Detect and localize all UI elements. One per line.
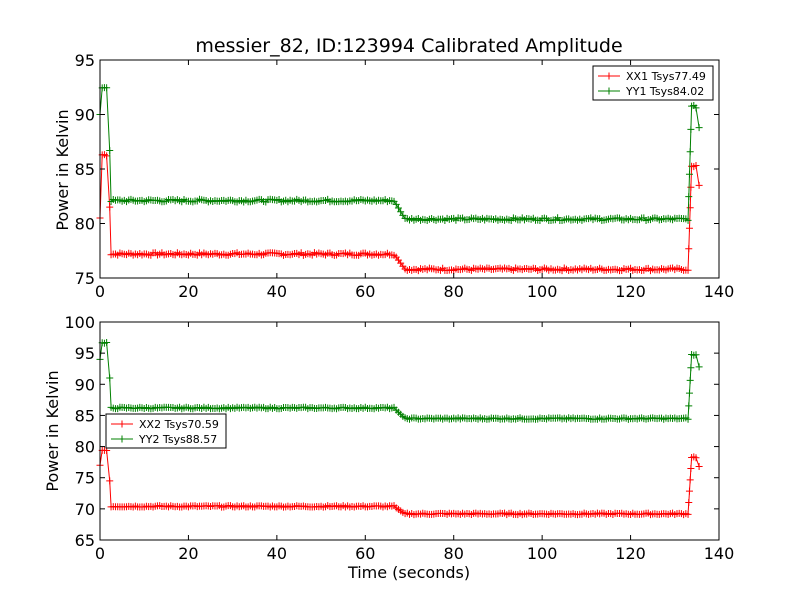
x-tick-label: 60 — [355, 282, 375, 301]
legend-marker — [118, 435, 126, 443]
data-point — [695, 363, 703, 371]
x-tick-label: 0 — [95, 282, 105, 301]
plot-frame-top — [99, 59, 720, 279]
y-axis-label-top: Power in Kelvin — [53, 109, 72, 230]
data-point — [685, 499, 693, 507]
y-tick-label: 95 — [75, 51, 95, 70]
legend-box — [105, 413, 227, 449]
y-tick-label: 95 — [75, 344, 95, 363]
data-point — [684, 266, 692, 274]
legend-label: XX2 Tsys70.59 — [139, 418, 219, 431]
x-tick-label: 40 — [267, 282, 287, 301]
data-point — [686, 476, 694, 484]
legend-label: XX1 Tsys77.49 — [626, 70, 706, 83]
data-point — [684, 216, 692, 224]
data-point — [692, 162, 700, 170]
data-point — [106, 203, 114, 211]
data-point — [394, 204, 402, 212]
legend-label: YY2 Tsys88.57 — [138, 433, 217, 446]
x-tick-label: 40 — [267, 544, 287, 563]
series-markers-1-0 — [96, 446, 703, 519]
legend-marker — [605, 87, 613, 95]
data-point — [685, 170, 693, 178]
y-tick-label: 80 — [75, 438, 95, 457]
x-tick-label: 20 — [178, 544, 198, 563]
y-tick-label: 85 — [75, 160, 95, 179]
subplot-bottom: Time (seconds) Power in Kelvin 0 20 40 60 80… — [43, 313, 734, 582]
data-point — [106, 477, 114, 485]
data-point — [695, 181, 703, 189]
data-point — [685, 389, 693, 397]
data-point — [103, 84, 111, 92]
y-tick-label: 70 — [75, 500, 95, 519]
chart-title: messier_82, ID:123994 Calibrated Amplitu… — [195, 35, 622, 57]
data-point — [685, 245, 693, 253]
series-markers-0-1 — [96, 84, 703, 225]
data-point — [685, 487, 693, 495]
x-tick-label: 120 — [615, 544, 646, 563]
data-point — [687, 364, 695, 372]
data-point — [695, 463, 703, 471]
data-point — [685, 193, 693, 201]
data-point — [687, 125, 695, 133]
data-point — [684, 510, 692, 518]
data-point — [687, 183, 695, 191]
data-point — [684, 415, 692, 423]
y-tick-label: 75 — [75, 269, 95, 288]
legend-top: XX1 Tsys77.49 YY1 Tsys84.02 — [592, 65, 714, 101]
data-point — [692, 454, 700, 462]
x-tick-label: 80 — [444, 282, 464, 301]
data-point — [392, 200, 400, 208]
data-point — [106, 146, 114, 154]
legend-bottom: XX2 Tsys70.59 YY2 Tsys88.57 — [105, 413, 227, 449]
data-point — [687, 464, 695, 472]
y-tick-label: 90 — [75, 106, 95, 125]
data-point — [103, 338, 111, 346]
data-point — [692, 104, 700, 112]
series-markers-1-1 — [96, 338, 703, 423]
series-layer-top — [96, 84, 703, 275]
x-tick-label: 140 — [704, 544, 735, 563]
data-point — [695, 124, 703, 132]
legend-marker — [118, 420, 126, 428]
data-point — [685, 402, 693, 410]
x-tick-label: 60 — [355, 544, 375, 563]
subplot-top: messier_82, ID:123994 Calibrated Amplitu… — [53, 35, 734, 301]
plot-frame-bottom — [99, 321, 720, 541]
legend-box — [592, 65, 714, 101]
data-point — [686, 204, 694, 212]
y-axis-label-bottom: Power in Kelvin — [43, 370, 62, 491]
data-point — [686, 148, 694, 156]
data-point — [685, 224, 693, 232]
y-tick-label: 90 — [75, 375, 95, 394]
y-tick-label: 80 — [75, 215, 95, 234]
data-point — [106, 374, 114, 382]
y-tick-label: 100 — [64, 313, 95, 332]
x-tick-label: 80 — [444, 544, 464, 563]
y-tick-label: 85 — [75, 406, 95, 425]
data-point — [692, 351, 700, 359]
legend-label: YY1 Tsys84.02 — [625, 85, 704, 98]
x-tick-label: 0 — [95, 544, 105, 563]
x-axis-label: Time (seconds) — [347, 563, 470, 582]
legend-marker — [605, 72, 613, 80]
x-tick-label: 120 — [615, 282, 646, 301]
series-markers-0-0 — [96, 151, 703, 275]
data-point — [397, 208, 405, 216]
data-point — [686, 376, 694, 384]
y-tick-label: 75 — [75, 469, 95, 488]
series-layer-bottom — [96, 338, 703, 519]
x-tick-label: 100 — [527, 282, 558, 301]
data-point — [103, 152, 111, 160]
x-tick-label: 20 — [178, 282, 198, 301]
ticks-layer-top: 0 20 40 60 80 100 120 140 75 80 85 90 95 — [75, 51, 735, 301]
x-tick-label: 140 — [704, 282, 735, 301]
x-tick-label: 100 — [527, 544, 558, 563]
ticks-layer-bottom: 0 20 40 60 80 100 120 140 65 70 75 80 85 90 95 100 — [64, 313, 734, 563]
y-tick-label: 65 — [75, 531, 95, 550]
